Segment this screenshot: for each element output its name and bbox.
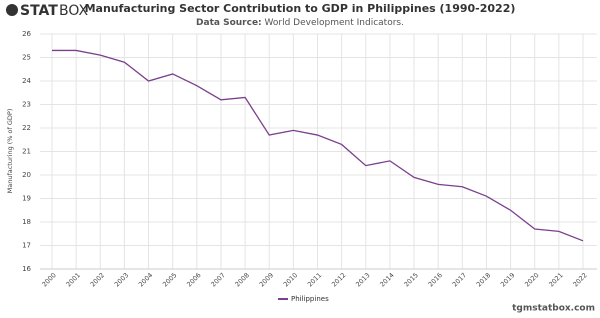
subtitle-label: Data Source: <box>196 18 262 28</box>
x-tick-label: 2016 <box>427 271 444 288</box>
y-tick-label: 20 <box>22 171 31 179</box>
logo-light: BOX <box>59 3 88 19</box>
x-tick-label: 2007 <box>209 271 226 288</box>
x-tick-label: 2010 <box>282 271 299 288</box>
subtitle-text: World Development Indicators. <box>265 18 404 28</box>
y-tick-label: 22 <box>22 124 31 132</box>
y-tick-label: 18 <box>22 218 31 226</box>
y-tick-label: 17 <box>22 242 31 250</box>
x-tick-label: 2004 <box>137 271 154 288</box>
x-tick-label: 2022 <box>571 271 588 288</box>
y-tick-label: 19 <box>22 195 31 203</box>
x-tick-label: 2017 <box>451 271 468 288</box>
line <box>52 49 584 242</box>
y-tick-label: 21 <box>22 148 31 156</box>
y-tick-label: 25 <box>22 54 31 62</box>
logo: STAT BOX <box>6 3 88 19</box>
x-tick-label: 2018 <box>475 271 492 288</box>
legend-label: Philippines <box>291 295 329 303</box>
x-tick-label: 2020 <box>523 271 540 288</box>
x-tick-label: 2003 <box>113 271 130 288</box>
x-tick-label: 2006 <box>185 271 202 288</box>
x-tick-label: 2019 <box>499 271 516 288</box>
logo-icon <box>6 4 18 16</box>
y-axis-label: Manufacturing (% of GDP) <box>6 109 14 194</box>
footer: tgmstatbox.com <box>512 304 595 314</box>
y-tick-label: 23 <box>22 101 31 109</box>
y-tick-label: 16 <box>22 265 31 273</box>
x-tick-label: 2021 <box>547 271 564 288</box>
x-tick-label: 2015 <box>403 271 420 288</box>
subtitle: Data Source: World Development Indicator… <box>196 18 404 28</box>
logo-bold: STAT <box>20 3 58 19</box>
x-tick-label: 2009 <box>258 271 275 288</box>
x-tick-label: 2000 <box>40 271 57 288</box>
x-tick-label: 2014 <box>378 271 395 288</box>
x-tick-label: 2013 <box>354 271 371 288</box>
x-tick-label: 2008 <box>234 271 251 288</box>
x-tick-label: 2001 <box>65 271 82 288</box>
y-tick-label: 26 <box>22 30 31 38</box>
x-tick-label: 2002 <box>89 271 106 288</box>
chart-title: Manufacturing Sector Contribution to GDP… <box>85 2 516 15</box>
x-tick-label: 2012 <box>330 271 347 288</box>
x-tick-label: 2011 <box>306 271 323 288</box>
x-tick-label: 2005 <box>161 271 178 288</box>
y-tick-label: 24 <box>22 77 31 85</box>
